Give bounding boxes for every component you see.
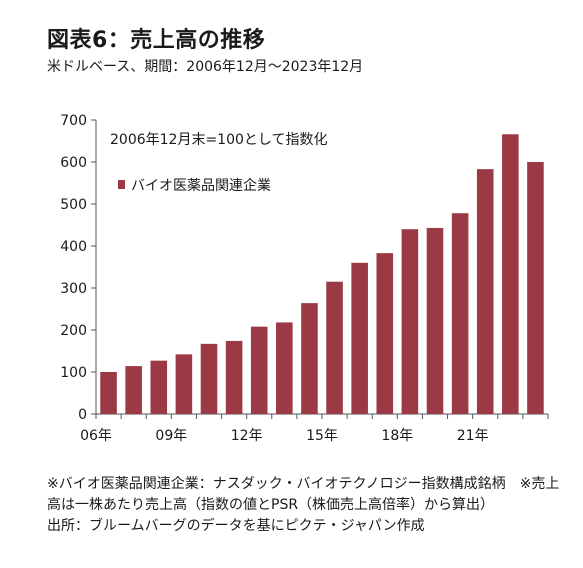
bar-2007 [125,366,142,414]
bar-2022 [502,134,519,414]
footnotes: ※バイオ医薬品関連企業：ナスダック・バイオテクノロジー指数構成銘柄 ※売上高は一… [47,474,567,537]
bar-2010 [200,343,218,414]
x-tick-label: 18年 [381,428,413,444]
x-tick-label: 15年 [306,428,338,444]
chart-labels: 0 100 200 300 400 500 600 700 06年 09年 12年 15年 18年 21年 [60,113,488,444]
y-tick-label: 300 [60,281,87,297]
x-tick-label: 21年 [457,428,489,444]
bar-2008 [150,360,168,414]
bar-2016 [351,262,368,414]
bar-2021 [476,169,494,414]
legend-label: バイオ医薬品関連企業 [131,177,271,194]
bar-2023 [527,162,544,414]
bar-2018 [401,229,419,414]
chart-subtitle: 米ドルベース、期間：2006年12月〜2023年12月 [47,59,364,75]
bar-2012 [250,326,268,414]
bar-2006 [100,372,117,414]
y-tick-label: 0 [78,407,87,423]
bar-2013 [276,322,293,414]
x-tick-label: 06年 [80,428,112,444]
chart-axes [91,119,549,419]
y-tick-label: 400 [60,239,87,255]
bar-2017 [376,253,394,414]
x-tick-label: 09年 [155,428,187,444]
footnote-source: 出所：ブルームバーグのデータを基にピクテ・ジャパン作成 [47,518,425,534]
footnote-definition: ※バイオ医薬品関連企業：ナスダック・バイオテクノロジー指数構成銘柄 ※売上高は一… [47,476,560,513]
y-tick-label: 500 [60,197,87,213]
y-tick-label: 200 [60,323,87,339]
y-tick-label: 700 [60,113,87,129]
legend-swatch [118,180,125,189]
y-tick-label: 600 [60,155,87,171]
bar-2020 [451,213,469,414]
bar-2019 [426,227,444,414]
bar-2011 [225,340,243,414]
bar-2009 [175,354,193,414]
chart-title: 図表6：売上高の推移 [47,28,266,53]
y-tick-label: 100 [60,365,87,381]
bar-2015 [326,281,343,414]
x-tick-label: 12年 [231,428,263,444]
chart-bars [100,134,544,414]
bar-chart: 0 100 200 300 400 500 600 700 06年 09年 12年 15年 18年 21年… [60,113,549,444]
bar-2014 [301,303,318,414]
chart-annotation: 2006年12月末=100として指数化 [110,132,327,148]
